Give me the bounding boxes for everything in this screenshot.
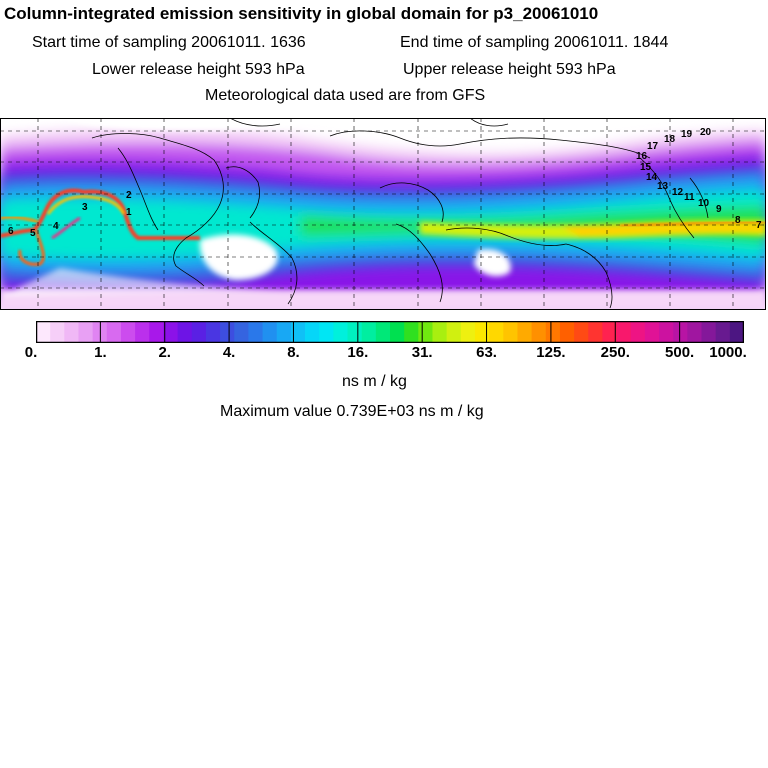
trajectory-label-6: 6: [8, 226, 14, 237]
color-swatch: [659, 321, 674, 343]
color-swatch: [50, 321, 65, 343]
start-time-label: Start time of sampling 20061011. 1636: [32, 34, 306, 51]
color-swatch: [64, 321, 80, 343]
color-swatch: [715, 321, 731, 343]
color-scale-ticks: 0. 1. 2. 4. 8. 16. 31. 63. 125. 250. 500. 1000.: [0, 344, 768, 364]
color-swatch: [149, 321, 165, 343]
color-swatch: [120, 321, 136, 343]
trajectory-label-12: 12: [672, 187, 684, 198]
upper-release-label: Upper release height 593 hPa: [403, 61, 616, 78]
trajectory-label-3: 3: [82, 202, 88, 213]
units-label: ns m / kg: [342, 373, 407, 390]
color-swatch: [418, 321, 434, 343]
lower-release-label: Lower release height 593 hPa: [92, 61, 305, 78]
color-swatch: [290, 321, 306, 343]
color-swatch: [262, 321, 278, 343]
color-scale-tick-label: 4.: [222, 344, 236, 361]
color-scale-tick-label: 63.: [476, 344, 497, 361]
color-swatch: [701, 321, 717, 343]
end-time-label: End time of sampling 20061011. 1844: [400, 34, 669, 51]
trajectory-label-17: 17: [647, 141, 659, 152]
plot-title: Column-integrated emission sensitivity i…: [4, 4, 599, 23]
color-swatch: [319, 321, 334, 343]
color-swatch: [446, 321, 462, 343]
color-swatch: [36, 321, 51, 343]
color-swatch: [234, 321, 249, 343]
color-swatch: [517, 321, 533, 343]
color-swatch: [545, 321, 561, 343]
color-swatch: [432, 321, 448, 343]
color-swatch: [559, 321, 575, 343]
color-swatch: [135, 321, 150, 343]
color-swatch: [404, 321, 419, 343]
trajectory-label-19: 19: [681, 129, 693, 140]
color-scale-tick-label: 31.: [411, 344, 433, 361]
color-scale-tick-label: 1.: [94, 344, 107, 361]
color-scale-tick-label: 125.: [536, 344, 566, 361]
color-swatch: [248, 321, 264, 343]
color-swatch: [729, 321, 744, 343]
trajectory-plume: [1, 188, 765, 266]
color-swatch: [630, 321, 646, 343]
color-bar-frame: [36, 321, 744, 343]
trajectory-label-2: 2: [126, 190, 132, 201]
color-swatch: [375, 321, 391, 343]
trajectory-label-8: 8: [735, 215, 741, 226]
color-swatch: [474, 321, 490, 343]
met-data-label: Meteorological data used are from GFS: [205, 87, 486, 104]
color-swatch: [390, 321, 405, 343]
color-swatch: [687, 321, 703, 343]
color-swatch: [220, 321, 235, 343]
color-swatch: [191, 321, 207, 343]
trajectory-label-13: 13: [657, 181, 669, 192]
color-swatch: [673, 321, 688, 343]
color-swatch: [205, 321, 221, 343]
color-swatch: [574, 321, 589, 343]
color-swatch: [333, 321, 349, 343]
color-scale-bar: [36, 321, 744, 343]
color-swatch: [489, 321, 504, 343]
color-swatch: [305, 321, 320, 343]
color-scale-tick-label: 500.: [665, 344, 695, 361]
trajectory-label-18: 18: [664, 134, 676, 145]
trajectory-label-4: 4: [53, 221, 59, 232]
color-swatch: [78, 321, 94, 343]
trajectory-label-5: 5: [30, 228, 36, 239]
map-frame: [0, 118, 766, 310]
trajectory-label-14: 14: [646, 172, 658, 183]
color-scale-tick-label: 250.: [600, 344, 630, 361]
color-scale-tick-label: 1000.: [709, 344, 747, 361]
color-swatch: [616, 321, 632, 343]
trajectory-label-16: 16: [636, 151, 648, 162]
color-swatch: [361, 321, 377, 343]
color-scale-tick-label: 0.: [24, 344, 38, 361]
trajectory-label-1: 1: [126, 207, 132, 218]
color-swatch: [347, 321, 363, 343]
color-swatch: [177, 321, 193, 343]
low-sensitivity-gaps: [1, 119, 765, 309]
color-scale-tick-label: 2.: [158, 344, 171, 361]
color-scale-tick-label: 8.: [287, 344, 300, 361]
maximum-value-label: Maximum value 0.739E+03 ns m / kg: [220, 403, 484, 420]
trajectory-label-9: 9: [716, 204, 722, 215]
trajectory-label-15: 15: [640, 162, 652, 173]
trajectory-label-7: 7: [756, 220, 762, 231]
trajectory-label-11: 11: [684, 192, 695, 203]
trajectory-label-20: 20: [700, 127, 712, 138]
color-swatch: [503, 321, 519, 343]
color-scale-tick-label: 16.: [347, 344, 369, 361]
color-swatch: [588, 321, 603, 343]
color-swatch: [460, 321, 476, 343]
grid: [1, 119, 765, 309]
color-swatch: [276, 321, 292, 343]
color-swatch: [602, 321, 618, 343]
color-swatch: [531, 321, 547, 343]
sensitivity-map: 1 2 3 4 5 6 7 8 9 10 11 12 13 14 15 16 17 18 19 20: [0, 118, 766, 310]
color-swatch: [644, 321, 660, 343]
color-swatch: [106, 321, 122, 343]
color-swatch: [163, 321, 179, 343]
trajectory-label-10: 10: [698, 198, 710, 209]
